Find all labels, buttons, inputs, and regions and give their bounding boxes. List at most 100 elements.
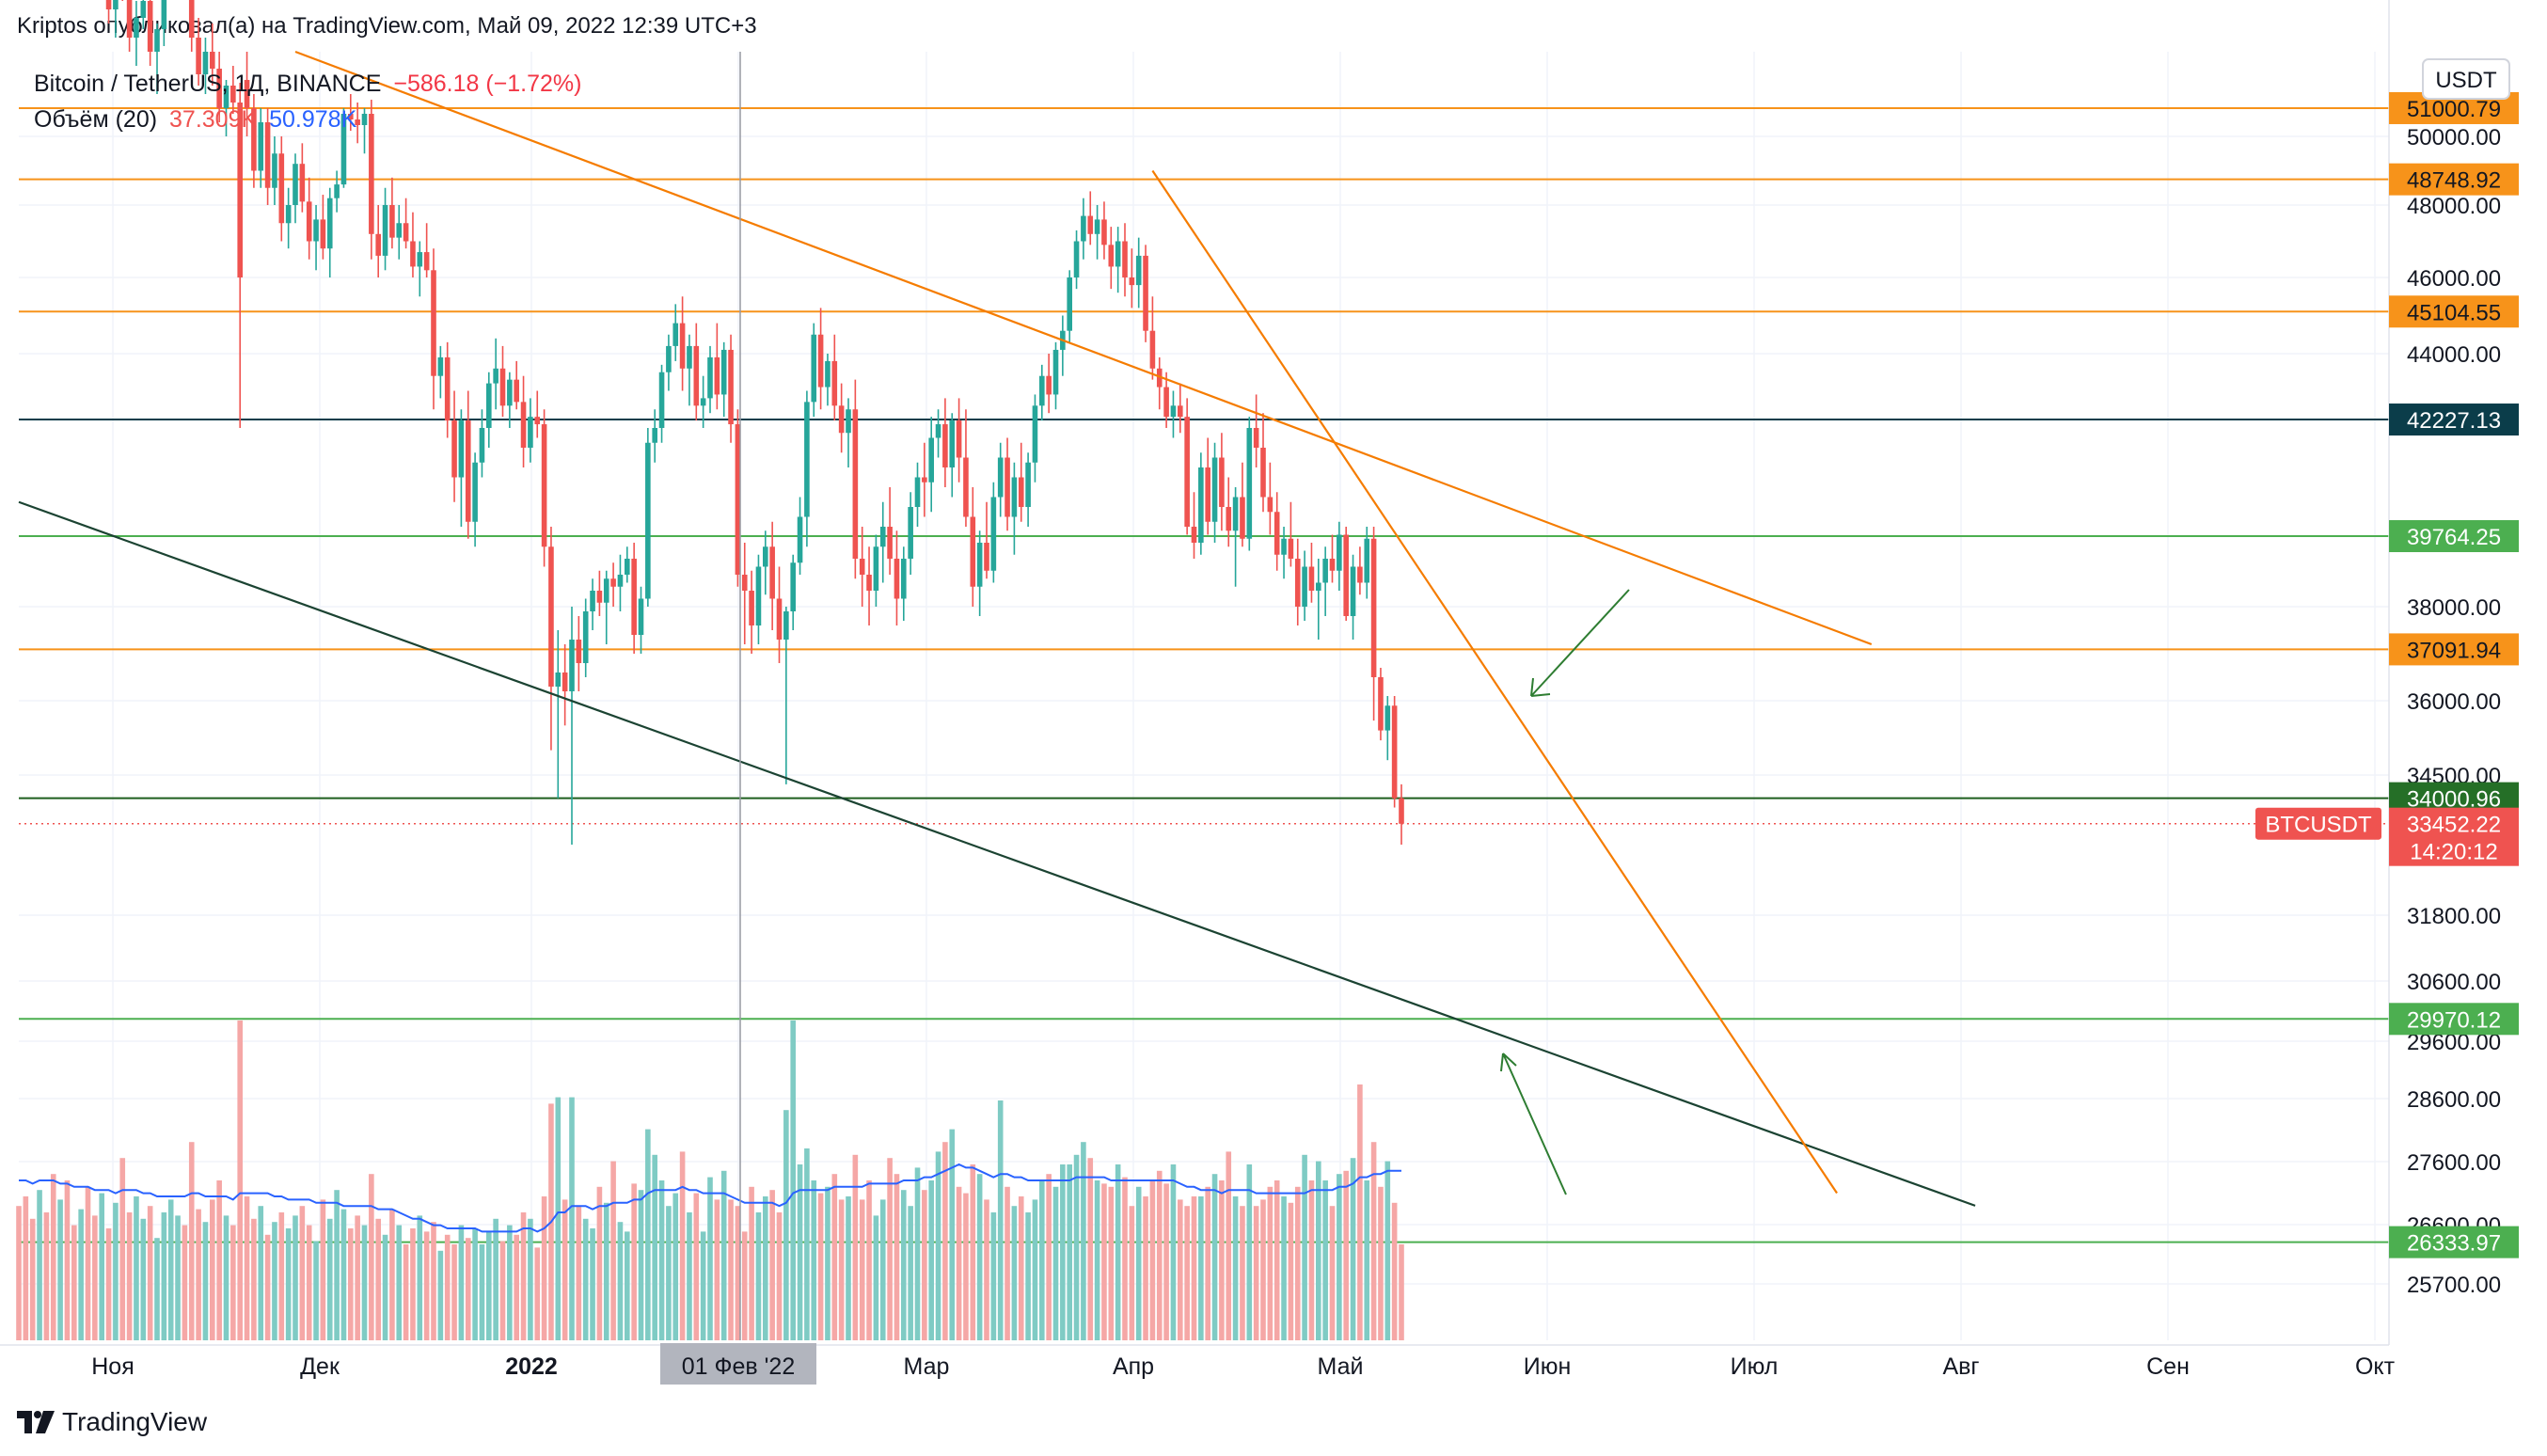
time-tick-label: 01 Фев '22 xyxy=(682,1353,795,1380)
candle-body xyxy=(223,86,229,108)
candle-body xyxy=(984,543,989,571)
candle-body xyxy=(590,591,595,611)
volume-bar xyxy=(16,1206,22,1340)
volume-bar xyxy=(210,1199,215,1340)
countdown-text: 14:20:12 xyxy=(2410,840,2497,865)
price-axis[interactable]: 50000.00 48000.00 46000.00 44000.00 38000.00… xyxy=(2388,0,2501,1345)
candle-body xyxy=(1253,428,1259,448)
volume-bar xyxy=(942,1142,948,1340)
price-tick-label: 50000.00 xyxy=(2407,125,2501,150)
candle-body xyxy=(1163,387,1169,418)
volume-bar xyxy=(237,1021,243,1340)
level-badge xyxy=(2389,633,2519,666)
volume-bar xyxy=(389,1209,395,1340)
candle-body xyxy=(423,252,430,271)
volume-bar xyxy=(1122,1177,1128,1340)
price-tick-label: 46000.00 xyxy=(2407,266,2501,292)
candle-body xyxy=(879,527,886,547)
volume-bar xyxy=(202,1222,209,1340)
candle-body xyxy=(272,153,277,188)
volume-bar xyxy=(285,1228,292,1340)
candle-body xyxy=(340,114,347,185)
candle-body xyxy=(196,38,201,74)
candle-body xyxy=(1087,215,1094,234)
candle-body xyxy=(361,114,368,125)
candle-body xyxy=(935,424,941,438)
trendlines[interactable] xyxy=(18,50,1976,1207)
volume-bar xyxy=(534,1247,541,1340)
volume-bar xyxy=(134,1196,139,1340)
volume-bar xyxy=(147,1206,153,1340)
volume-bar xyxy=(687,1212,692,1340)
volume-bar xyxy=(1294,1186,1301,1340)
volume-bar xyxy=(1246,1164,1253,1340)
candle-body xyxy=(1281,538,1287,555)
volume-bar xyxy=(1184,1206,1190,1340)
volume-bar xyxy=(1115,1164,1121,1340)
volume-bar xyxy=(970,1164,976,1340)
candle-body xyxy=(763,546,768,567)
candle-body xyxy=(720,349,727,395)
candle-body xyxy=(458,420,465,478)
volume-bar xyxy=(749,1186,754,1340)
candle-body xyxy=(202,52,209,74)
volume-bar xyxy=(196,1209,201,1340)
candle-body xyxy=(817,334,824,388)
time-axis[interactable]: Ноя Дек 2022 01 Фев '22 Мар Апр Май Июн Июл Авг Се… xyxy=(0,1343,2396,1385)
trendline[interactable] xyxy=(294,50,1873,646)
candle-body xyxy=(486,383,492,428)
candle-body xyxy=(444,356,451,421)
candle-body xyxy=(1067,277,1072,331)
candle-body xyxy=(990,497,997,571)
candle-body xyxy=(838,405,845,434)
level-badge-text: 37091.94 xyxy=(2407,638,2501,663)
time-cursor-badge xyxy=(660,1343,816,1385)
volume-pane xyxy=(16,1021,1404,1340)
volume-bar xyxy=(1322,1180,1328,1340)
volume-bar xyxy=(272,1222,277,1340)
currency-badge[interactable]: USDT xyxy=(2422,58,2510,100)
trendline[interactable] xyxy=(18,500,1976,1207)
volume-bar xyxy=(645,1129,651,1340)
volume-bar xyxy=(154,1238,160,1340)
volume-bar xyxy=(1178,1199,1183,1340)
volume-bar xyxy=(666,1206,672,1340)
volume-bar xyxy=(852,1154,859,1340)
volume-bar xyxy=(1240,1206,1245,1340)
level-badge-text: 48748.92 xyxy=(2407,168,2501,194)
legend-volume-row: Объём (20) 37.309K 50.978K xyxy=(34,102,582,137)
legend-symbol[interactable]: Bitcoin / TetherUS, 1Д, BINANCE xyxy=(34,71,382,97)
legend-volume-label[interactable]: Объём (20) xyxy=(34,106,158,133)
candle-body xyxy=(714,356,720,395)
candle-body xyxy=(507,379,513,406)
arrow-up[interactable] xyxy=(1500,1052,1567,1195)
candle-body xyxy=(1073,241,1080,277)
candle-body xyxy=(210,52,215,69)
candle-body xyxy=(631,559,637,635)
volume-bar xyxy=(887,1158,893,1340)
volume-bar xyxy=(541,1196,547,1340)
level-badge-text: 45104.55 xyxy=(2407,300,2501,325)
volume-bar xyxy=(1067,1164,1072,1340)
currency-badge-text: USDT xyxy=(2435,68,2497,93)
candle-body xyxy=(625,559,630,575)
volume-bar xyxy=(1302,1154,1307,1340)
volume-bar xyxy=(348,1228,354,1340)
tradingview-logo[interactable]: TradingView xyxy=(17,1407,207,1437)
current-price-text: 33452.22 xyxy=(2407,813,2501,838)
candle-body xyxy=(700,398,706,406)
volume-bar xyxy=(361,1225,368,1340)
volume-bar xyxy=(1108,1186,1115,1340)
price-tick-label: 44000.00 xyxy=(2407,342,2501,368)
volume-bar xyxy=(990,1212,997,1340)
candle-body xyxy=(576,640,582,663)
candle-body xyxy=(493,368,498,384)
arrow-down-left[interactable] xyxy=(1530,589,1630,697)
volume-bar xyxy=(603,1202,609,1340)
trendline[interactable] xyxy=(1151,169,1838,1195)
volume-bar xyxy=(693,1193,700,1340)
volume-bar xyxy=(216,1180,222,1340)
candle-body xyxy=(1122,241,1128,277)
volume-bar xyxy=(278,1212,285,1340)
